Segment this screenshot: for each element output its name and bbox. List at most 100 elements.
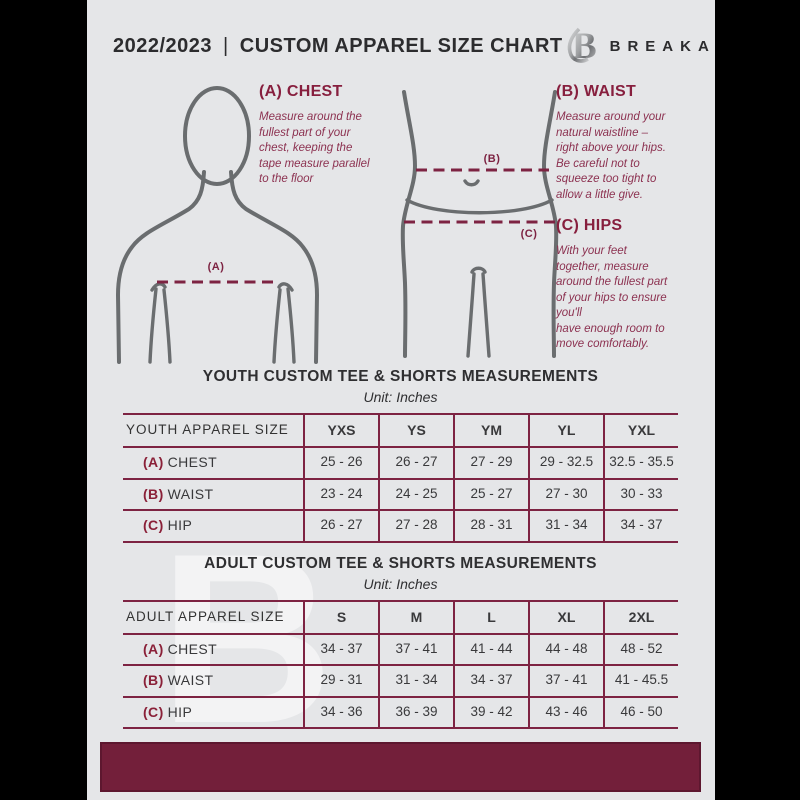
row-label: CHEST [167,454,218,471]
youth-table-unit: Unit: Inches [363,389,438,405]
table-header-cell: M [378,601,453,633]
chest-instruction-heading: (A) CHEST [259,83,343,100]
adult-chest-row: (A) CHEST 34 - 37 37 - 41 41 - 44 44 - 48… [123,632,678,665]
waist-line-label: (B) [483,153,501,165]
table-cell: 34 - 36 [303,697,378,728]
measurement-diagram-section: (A) (B) (C) (A) CHEST Measure around the… [87,75,715,369]
hips-instruction-body: With your feet together, measure around … [556,245,668,350]
table-header-cell: 2XL [603,601,678,633]
table-cell: 24 - 25 [378,479,453,510]
season-label: 2022/2023 [113,34,213,57]
adult-waist-row: (B) WAIST 29 - 31 31 - 34 34 - 37 37 - 41… [123,664,678,696]
youth-waist-row: (B) WAIST 23 - 24 24 - 25 25 - 27 27 - 30… [123,477,678,510]
hips-line-label: (C) [520,228,538,240]
table-cell: 41 - 45.5 [603,666,678,696]
brand-name: BREAKAWAY [609,37,715,55]
table-cell: 27 - 29 [453,448,528,478]
row-label-cell: (C) HIP [123,511,303,540]
table-header-cell: L [453,601,528,633]
table-cell: 37 - 41 [378,634,453,665]
table-cell: 29 - 31 [303,666,378,696]
table-cell: 34 - 37 [453,666,528,696]
youth-table-block: YOUTH CUSTOM TEE & SHORTS MEASUREMENTS U… [123,368,678,543]
adult-table-unit: Unit: Inches [363,575,438,592]
document-header: 2022/2023 | CUSTOM APPAREL SIZE CHART B [87,24,715,68]
table-cell: 43 - 46 [528,697,603,728]
header-divider: | [223,34,229,57]
table-cell: 44 - 48 [528,634,603,665]
table-header-cell: YL [528,415,603,447]
row-label: WAIST [167,672,214,689]
lower-body-figure-icon [400,90,560,358]
row-prefix: (B) [143,672,164,689]
table-cell: 31 - 34 [378,666,453,696]
hips-instruction-heading: (C) HIPS [556,217,623,234]
hips-instruction: (C) HIPS With your feet together, measur… [556,217,715,353]
row-prefix: (B) [143,485,164,502]
table-header-cell: ADULT APPAREL SIZE [126,608,285,624]
adult-table-title: ADULT CUSTOM TEE & SHORTS MEASUREMENTS [204,554,597,572]
row-prefix: (C) [143,703,164,720]
table-header-cell: YS [378,415,453,447]
table-cell: 46 - 50 [603,697,678,728]
youth-table-title: YOUTH CUSTOM TEE & SHORTS MEASUREMENTS [202,368,599,385]
page-title: CUSTOM APPAREL SIZE CHART [239,34,563,57]
row-label-cell: (A) CHEST [123,448,303,477]
table-cell: 25 - 26 [303,448,378,478]
table-header-cell: S [303,601,378,633]
table-header-cell: YM [453,415,528,447]
row-prefix: (A) [143,640,164,657]
chest-instruction: (A) CHEST Measure around the fullest par… [259,83,415,188]
row-label-cell: (B) WAIST [123,480,303,509]
table-header-cell: YXL [603,415,678,447]
adult-size-table: ADULT APPAREL SIZE S M L XL 2XL (A) CHEST… [123,599,678,730]
table-cell: 34 - 37 [603,511,678,541]
row-label-cell: (C) HIP [123,698,303,727]
adult-table-block: ADULT CUSTOM TEE & SHORTS MEASUREMENTS U… [123,555,678,730]
row-label: HIP [167,517,193,534]
brand-group: B BREAKAWAY [563,24,715,68]
youth-header-row: YOUTH APPAREL SIZE YXS YS YM YL YXL [123,413,678,447]
table-cell: 41 - 44 [453,634,528,665]
size-chart-document: B 2022/2023 | CUSTOM APPAREL SIZE CHART [87,0,715,800]
row-prefix: (C) [143,517,164,534]
youth-chest-row: (A) CHEST 25 - 26 26 - 27 27 - 29 29 - 32… [123,446,678,478]
row-label: HIP [167,703,193,720]
table-cell: 31 - 34 [528,511,603,541]
chest-line-label: (A) [207,261,225,273]
chest-instruction-body: Measure around the fullest part of your … [259,111,370,185]
table-cell: 48 - 52 [603,634,678,665]
upper-body-figure-icon [115,86,320,364]
footer-accent-bar [100,742,701,792]
row-label-cell: (B) WAIST [123,666,303,695]
table-cell: 29 - 32.5 [528,448,603,478]
waist-instruction-body: Measure around your natural waistline – … [556,111,666,201]
row-label: WAIST [167,485,214,502]
table-header-cell: XL [528,601,603,633]
table-cell: 32.5 - 35.5 [603,448,678,478]
table-cell: 37 - 41 [528,666,603,696]
youth-size-table: YOUTH APPAREL SIZE YXS YS YM YL YXL (A) C… [123,413,678,543]
table-header-cell: YOUTH APPAREL SIZE [126,422,289,437]
table-cell: 36 - 39 [378,697,453,728]
table-cell: 26 - 27 [303,511,378,541]
table-cell: 25 - 27 [453,479,528,510]
waist-instruction: (B) WAIST Measure around your natural wa… [556,83,712,203]
header-title-group: 2022/2023 | CUSTOM APPAREL SIZE CHART [113,35,563,58]
table-cell: 26 - 27 [378,448,453,478]
table-cell: 39 - 42 [453,697,528,728]
row-label-cell: (A) CHEST [123,635,303,664]
size-tables-section: YOUTH CUSTOM TEE & SHORTS MEASUREMENTS U… [123,368,678,730]
adult-hip-row: (C) HIP 34 - 36 36 - 39 39 - 42 43 - 46 4… [123,695,678,730]
table-cell: 34 - 37 [303,634,378,665]
row-prefix: (A) [143,454,164,471]
waist-instruction-heading: (B) WAIST [556,83,637,100]
breakaway-logo-icon: B [567,26,596,67]
adult-header-row: ADULT APPAREL SIZE S M L XL 2XL [123,599,678,633]
row-label: CHEST [167,640,218,657]
table-cell: 30 - 33 [603,479,678,510]
table-cell: 23 - 24 [303,479,378,510]
table-header-cell: YXS [303,415,378,447]
youth-hip-row: (C) HIP 26 - 27 27 - 28 28 - 31 31 - 34 3… [123,509,678,543]
